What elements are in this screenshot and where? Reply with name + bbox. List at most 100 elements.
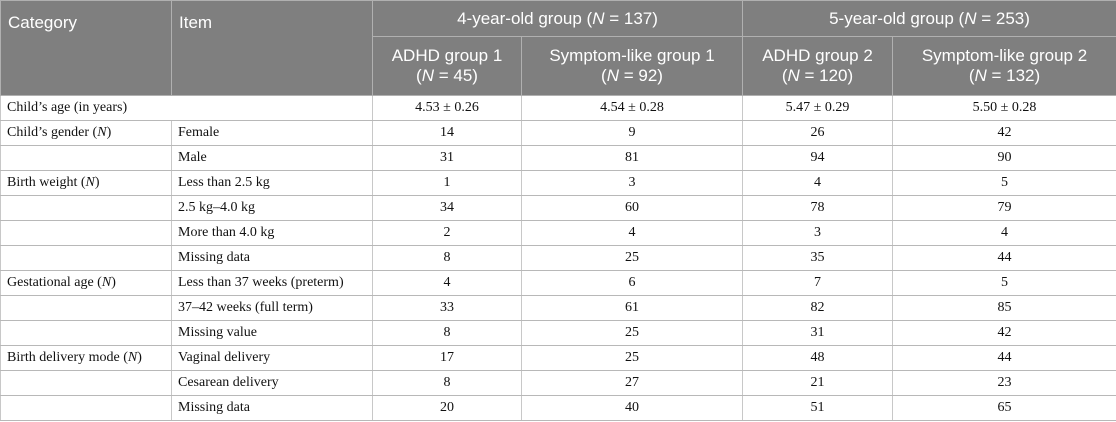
subheader-line2-suffix: = 132) [986,66,1041,85]
header-group-4yr-suffix: = 137) [604,8,658,28]
category-cell: Child’s gender (N) [0,120,172,146]
table-row: 37–42 weeks (full term) 33 61 82 85 [0,295,1116,321]
header-group-5yr-n: N [964,8,977,28]
value-cell: 4 [892,220,1116,246]
value-cell: 25 [521,245,743,271]
subheader-line2-n: N [606,66,619,85]
value-cell: 17 [372,345,522,371]
header-symptom-like-group-2: Symptom-like group 2 (N = 132) [892,36,1116,96]
value-cell: 14 [372,120,522,146]
subheader-line2-prefix: ( [781,66,788,85]
value-cell: 4 [742,170,893,196]
subheader-line2-suffix: = 120) [799,66,854,85]
item-cell: Less than 2.5 kg [171,170,373,196]
header-group-4yr: 4-year-old group (N = 137) [372,0,743,37]
value-cell: 78 [742,195,893,221]
header-symptom-like-group-1: Symptom-like group 1 (N = 92) [521,36,743,96]
value-cell: 27 [521,370,743,396]
table-row: 2.5 kg–4.0 kg 34 60 78 79 [0,195,1116,221]
table-row-age: Child’s age (in years) 4.53 ± 0.26 4.54 … [0,95,1116,121]
value-cell: 44 [892,245,1116,271]
category-cell [0,245,172,271]
value-cell: 21 [742,370,893,396]
subheader-line1: ADHD group 1 [391,46,503,65]
category-cell: Gestational age (N) [0,270,172,296]
value-cell: 65 [892,395,1116,421]
table-row: Missing data 8 25 35 44 [0,245,1116,271]
subheader-line1: Symptom-like group 2 [921,46,1088,65]
table-row: Child’s gender (N) Female 14 9 26 42 [0,120,1116,146]
category-label: Birth weight ( [7,175,86,190]
value-cell: 1 [372,170,522,196]
item-cell: More than 4.0 kg [171,220,373,246]
value-cell: 35 [742,245,893,271]
value-cell: 6 [521,270,743,296]
value-cell: 34 [372,195,522,221]
value-cell: 42 [892,120,1116,146]
value-cell: 31 [742,320,893,346]
value-cell: 4 [521,220,743,246]
table-row: Gestational age (N) Less than 37 weeks (p… [0,270,1116,296]
item-cell: Missing data [171,245,373,271]
value-cell: 8 [372,320,522,346]
header-category: Category [0,0,172,96]
item-cell: Female [171,120,373,146]
age-value: 5.50 ± 0.28 [892,95,1116,121]
header-item: Item [171,0,373,96]
value-cell: 3 [742,220,893,246]
subheader-line2-prefix: ( [416,66,422,85]
header-group-5yr: 5-year-old group (N = 253) [742,0,1116,37]
item-cell: Less than 37 weeks (preterm) [171,270,373,296]
value-cell: 8 [372,245,522,271]
value-cell: 44 [892,345,1116,371]
table-row: More than 4.0 kg 2 4 3 4 [0,220,1116,246]
category-label: Birth delivery mode ( [7,350,128,365]
table-row: Birth delivery mode (N) Vaginal delivery 1… [0,345,1116,371]
value-cell: 40 [521,395,743,421]
value-cell: 4 [372,270,522,296]
subheader-line2-prefix: ( [601,66,607,85]
category-n: N [85,175,95,190]
subheader-line2-prefix: ( [968,66,975,85]
header-adhd-group-1: ADHD group 1 (N = 45) [372,36,522,96]
table-body: Child’s age (in years) 4.53 ± 0.26 4.54 … [0,95,1116,421]
category-cell [0,220,172,246]
table-row: Missing data 20 40 51 65 [0,395,1116,421]
category-cell [0,395,172,421]
value-cell: 81 [521,145,743,171]
value-cell: 51 [742,395,893,421]
category-label: Child’s gender ( [7,125,98,140]
category-suffix: ) [137,350,142,365]
item-cell: 2.5 kg–4.0 kg [171,195,373,221]
item-cell: 37–42 weeks (full term) [171,295,373,321]
item-cell: Missing data [171,395,373,421]
header-group-5yr-suffix: = 253) [976,8,1030,28]
value-cell: 31 [372,145,522,171]
value-cell: 7 [742,270,893,296]
value-cell: 2 [372,220,522,246]
subheader-line1: ADHD group 2 [762,46,873,65]
value-cell: 9 [521,120,743,146]
header-group-5yr-prefix: 5-year-old group ( [829,8,965,28]
category-cell: Birth delivery mode (N) [0,345,172,371]
table-row: Male 31 81 94 90 [0,145,1116,171]
value-cell: 42 [892,320,1116,346]
category-suffix: ) [111,275,116,290]
value-cell: 85 [892,295,1116,321]
category-cell [0,320,172,346]
category-n: N [127,350,138,365]
item-cell: Cesarean delivery [171,370,373,396]
value-cell: 60 [521,195,743,221]
category-cell [0,145,172,171]
value-cell: 3 [521,170,743,196]
value-cell: 61 [521,295,743,321]
item-cell: Vaginal delivery [171,345,373,371]
category-cell [0,195,172,221]
value-cell: 82 [742,295,893,321]
subheader-line2-n: N [421,66,434,85]
category-n: N [97,125,107,140]
value-cell: 33 [372,295,522,321]
value-cell: 5 [892,270,1116,296]
item-cell: Male [171,145,373,171]
